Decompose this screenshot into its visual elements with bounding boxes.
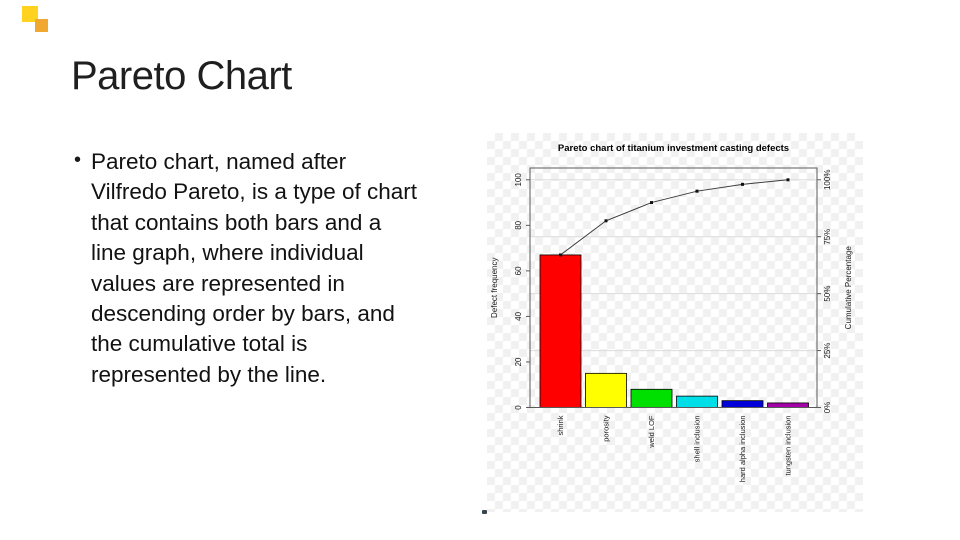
left-tick-label: 20 — [514, 357, 523, 366]
bullet-marker: • — [74, 149, 82, 171]
x-category-label: tungsten inclusion — [784, 416, 793, 476]
right-axis-title: Cumulative Percentage — [844, 246, 853, 330]
left-tick-label: 0 — [514, 405, 523, 410]
right-tick-label: 25% — [823, 343, 832, 359]
bullet-text-line: Pareto chart, named after — [91, 149, 347, 174]
corner-decor-square-2 — [35, 19, 48, 32]
left-tick-label: 80 — [514, 220, 523, 229]
x-category-label: shell inclusion — [693, 416, 702, 463]
left-tick-label: 60 — [514, 266, 523, 275]
bar-shrink — [539, 254, 582, 408]
x-category-label: shrink — [556, 415, 565, 435]
pareto-chart-image: 0 20 40 60 80 100 0% 25% 50% 75% 100% shrink porosit… — [487, 133, 863, 512]
bar-shell-inclusion — [676, 395, 718, 408]
right-tick-label: 50% — [823, 286, 832, 302]
stray-artifact-mark — [482, 510, 487, 514]
cumulative-point — [786, 178, 790, 182]
bullet-text-line: descending order by bars, and — [91, 301, 395, 327]
bar-hard-alpha-inclusion — [721, 400, 764, 408]
bullet-text-line: the cumulative total is — [91, 331, 308, 357]
bullet-text-line: that contains both bars and a — [91, 209, 382, 235]
cumulative-point — [604, 219, 608, 223]
x-category-label: hard alpha inclusion — [738, 416, 747, 483]
bullet-text-line: represented by the line. — [91, 361, 327, 387]
cumulative-point — [695, 189, 699, 193]
left-tick-label: 40 — [514, 311, 523, 320]
x-category-label: porosity — [602, 415, 611, 442]
slide-title: Pareto Chart — [71, 54, 292, 98]
bar-weld-LOF — [630, 388, 673, 408]
bullet-lines: Pareto chart, named after Vilfredo Pareto… — [91, 147, 417, 390]
left-tick-label: 100 — [514, 173, 523, 187]
plot-frame — [529, 167, 818, 408]
right-tick-label: 0% — [823, 402, 832, 414]
bar-porosity — [585, 372, 627, 408]
bullet-text-line: values are represented in — [91, 270, 345, 296]
x-category-label: weld LOF — [647, 415, 656, 449]
bar-tungsten-inclusion — [767, 402, 809, 408]
right-tick-label: 100% — [823, 170, 832, 190]
cumulative-point — [741, 182, 744, 186]
cumulative-line — [560, 179, 789, 256]
bullet-text-line: line graph, where individual — [91, 240, 364, 266]
cumulative-point — [559, 253, 562, 257]
right-tick-label: 75% — [823, 229, 832, 245]
corner-decor-square-1 — [22, 6, 38, 22]
left-axis-title: Defect frequency — [490, 258, 499, 318]
cumulative-point — [650, 201, 653, 205]
chart-title: Pareto chart of titanium investment cast… — [558, 143, 789, 154]
bullet-text-line: Vilfredo Pareto, is a type of chart — [91, 179, 418, 205]
bullet-text-block: • Pareto chart, named after Vilfredo Pare… — [74, 147, 417, 390]
pareto-chart-svg: 0 20 40 60 80 100 0% 25% 50% 75% 100% shrink porosit… — [490, 143, 853, 483]
